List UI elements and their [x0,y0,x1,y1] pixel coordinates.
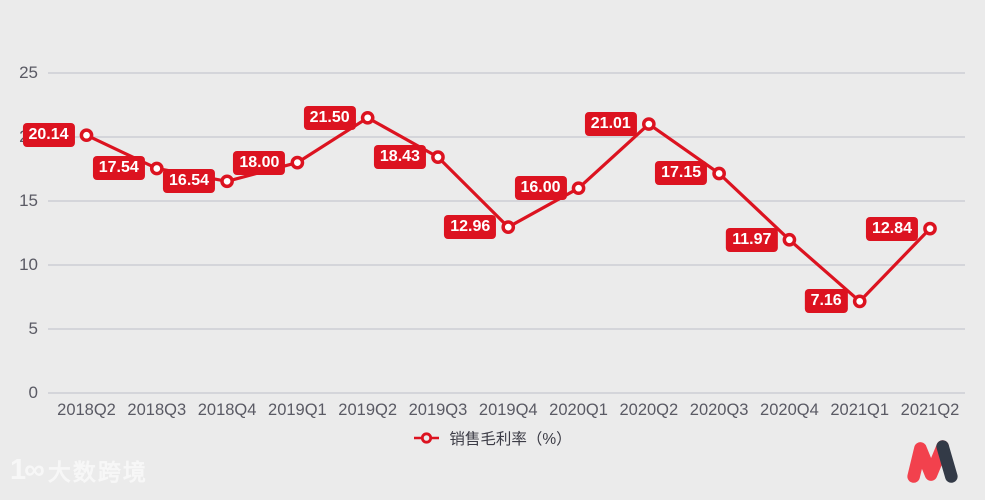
legend-item-gross-margin[interactable]: 销售毛利率（%） [413,427,572,449]
m-brand-logo-icon [907,440,958,483]
data-point-2020Q4[interactable] [782,232,797,247]
value-label-2020Q3: 17.15 [655,161,708,186]
y-axis-tick-10: 10 [19,255,38,274]
x-axis-tick-2019Q3: 2019Q3 [408,401,468,419]
x-axis-tick-2020Q1: 2020Q1 [549,401,608,419]
x-axis-tick-2019Q1: 2019Q1 [268,401,327,419]
value-label-2020Q2: 21.01 [584,112,637,137]
data-point-2021Q2[interactable] [923,221,937,236]
data-point-2020Q2[interactable] [641,117,656,131]
data-point-2020Q3[interactable] [712,166,726,181]
x-axis-tick-2020Q4: 2020Q4 [760,401,819,419]
x-axis-tick-2021Q1: 2021Q1 [830,401,890,419]
watermark-infinity-icon: 1∞ [10,453,45,486]
x-axis-tick-2021Q2: 2021Q2 [900,401,960,419]
watermark-brand-text: 大数跨境 [47,459,148,485]
data-point-2020Q1[interactable] [571,181,586,196]
value-label-2018Q4: 16.54 [163,169,216,194]
value-label-2021Q2: 12.84 [865,216,918,241]
data-point-2018Q2[interactable] [79,128,94,143]
value-label-2018Q3: 17.54 [92,156,145,181]
data-point-2019Q1[interactable] [290,155,305,170]
x-axis-tick-2018Q3: 2018Q3 [127,401,187,419]
x-axis-tick-2018Q2: 2018Q2 [57,401,116,419]
legend-label: 销售毛利率（%） [449,431,572,448]
value-label-2021Q1: 7.16 [804,289,848,314]
data-point-2019Q3[interactable] [431,150,445,164]
y-axis-tick-5: 5 [28,319,38,338]
value-label-2020Q1: 16.00 [514,176,567,201]
value-label-2019Q2: 21.50 [303,105,356,130]
legend-line-marker-icon [414,432,440,444]
series-line [85,116,932,303]
x-axis-tick-2020Q2: 2020Q2 [619,401,679,419]
value-label-2019Q4: 12.96 [444,215,497,240]
x-axis-tick-2018Q4: 2018Q4 [197,401,257,419]
value-label-2019Q1: 18.00 [233,150,286,175]
chart-legend: 销售毛利率（%） [0,427,985,449]
y-axis-tick-15: 15 [19,191,38,210]
data-point-2018Q3[interactable] [149,161,164,176]
x-axis-tick-2019Q2: 2019Q2 [338,401,398,419]
watermark-dashu-kuajing: 1∞ 大数跨境 [10,453,148,487]
y-axis-tick-25: 25 [19,63,38,82]
value-label-2020Q4: 11.97 [726,227,778,252]
data-point-2018Q4[interactable] [220,174,234,189]
data-point-2021Q1[interactable] [852,294,867,309]
data-point-2019Q4[interactable] [501,220,516,234]
x-axis-tick-2020Q3: 2020Q3 [689,401,749,419]
value-label-2018Q2: 20.14 [22,123,75,148]
y-axis-tick-0: 0 [28,383,38,402]
data-point-2019Q2[interactable] [360,110,375,125]
x-axis-tick-2019Q4: 2019Q4 [478,401,538,419]
value-label-2019Q3: 18.43 [373,145,426,170]
